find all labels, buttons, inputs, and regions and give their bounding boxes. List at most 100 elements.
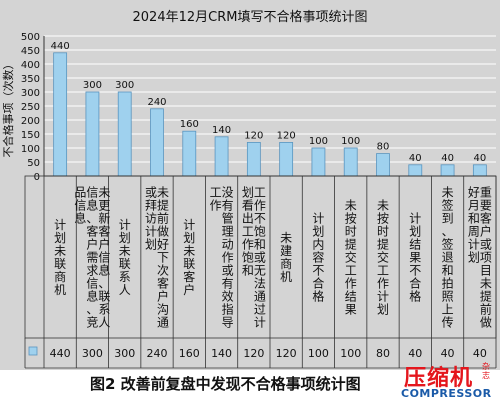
category-label-char: 信 xyxy=(86,186,98,200)
category-label-char: 商 xyxy=(280,256,292,271)
category-label-char: 提 xyxy=(377,237,389,252)
category-label-char: 拍 xyxy=(442,276,454,291)
category-label-char: 目 xyxy=(480,264,492,278)
category-label-char: 通 xyxy=(254,290,266,304)
category-label-char: 作 xyxy=(345,277,357,291)
category-label-char: 工 xyxy=(377,264,389,278)
category-label-char: 未 xyxy=(183,244,195,258)
category-label-char: 客 xyxy=(98,224,110,239)
category-label-char: 计 xyxy=(254,316,266,330)
category-label-char: 未 xyxy=(480,277,492,291)
category-label-char: 、 xyxy=(86,303,98,317)
category-label-char: 户 xyxy=(183,282,195,297)
chart-background xyxy=(0,0,500,370)
category-label-char: 合 xyxy=(312,276,324,291)
category-label-char: 工 xyxy=(254,186,266,200)
category-label-char: 划 xyxy=(242,186,254,200)
y-tick-labels: 0 50 100 150 200 250 300 350 400 450 500 xyxy=(21,32,40,183)
category-label-char: 时 xyxy=(377,225,389,239)
data-label: 80 xyxy=(377,142,390,153)
category-label-char: 重 xyxy=(480,186,492,200)
category-label-char: 果 xyxy=(345,303,357,317)
category-label-char: 有 xyxy=(222,199,234,213)
category-label-char: 次 xyxy=(157,264,169,278)
figure-caption: 图2 改善前复盘中发现不合格事项统计图 xyxy=(90,375,361,393)
category-label-char: 结 xyxy=(345,290,357,304)
data-label: 100 xyxy=(341,136,360,147)
logo-chinese-text: 压缩机 xyxy=(404,366,474,391)
bar xyxy=(246,141,261,177)
category-label-char: 划 xyxy=(183,231,195,245)
category-label-char: 划 xyxy=(409,225,421,239)
category-label-char: 下 xyxy=(157,251,169,265)
category-label-char: 需 xyxy=(86,251,98,265)
category-label-char: 饱 xyxy=(254,224,266,239)
category-label-char: 计 xyxy=(312,212,324,226)
y-tick-label: 500 xyxy=(21,32,40,43)
y-tick-label: 450 xyxy=(21,46,40,57)
logo-english-text: COMPRESSOR xyxy=(401,387,492,400)
category-label-char: 计 xyxy=(468,238,480,252)
category-label-char: 未 xyxy=(119,244,131,258)
category-label-char: 访 xyxy=(145,212,157,226)
table-value: 120 xyxy=(243,347,264,360)
bar xyxy=(117,91,132,177)
category-label-char: 系 xyxy=(119,270,131,284)
category-label-char: 机 xyxy=(280,270,292,284)
category-label-char: 或 xyxy=(145,186,157,200)
category-label-char: 联 xyxy=(183,257,195,271)
category-label-char: 客 xyxy=(86,224,98,239)
category-label-char: 商 xyxy=(54,269,66,284)
category-label-char: 息 xyxy=(98,263,110,278)
category-label-char: 联 xyxy=(54,257,66,271)
category-label-char: 签 xyxy=(442,198,454,213)
bar xyxy=(182,130,197,177)
category-label-char: 没 xyxy=(222,185,234,200)
category-label-char: 未 xyxy=(98,186,110,200)
category-label-char: 划 xyxy=(145,238,157,252)
category-label-char: 有 xyxy=(222,277,234,291)
category-label-char: 提 xyxy=(157,198,169,213)
table-value: 120 xyxy=(276,347,297,360)
category-label-char: 结 xyxy=(409,238,421,252)
table-value: 140 xyxy=(211,347,232,360)
category-label-char: 沟 xyxy=(157,303,169,317)
category-label-char: 系 xyxy=(98,303,110,317)
y-tick-label: 0 xyxy=(34,172,40,183)
category-label-char: 未 xyxy=(345,199,357,213)
category-label-char: 工 xyxy=(345,264,357,278)
bar xyxy=(150,108,164,177)
bar xyxy=(343,147,358,177)
category-label-char: 时 xyxy=(345,225,357,239)
category-label-char: 提 xyxy=(345,237,357,252)
data-label: 160 xyxy=(180,119,199,130)
y-tick-label: 300 xyxy=(21,88,40,99)
bar xyxy=(440,164,455,177)
category-label-char: 人 xyxy=(98,316,110,330)
category-label-char: 饱 xyxy=(242,250,254,265)
category-label-char: 未 xyxy=(157,186,169,200)
table-value: 100 xyxy=(308,347,329,360)
category-label-char: 和 xyxy=(254,238,266,252)
category-label-char: 到 xyxy=(442,212,454,226)
y-tick-label: 200 xyxy=(21,116,40,127)
table-value: 40 xyxy=(473,347,487,360)
category-label-char: 项 xyxy=(480,251,492,265)
bars xyxy=(53,52,487,177)
data-label: 40 xyxy=(409,153,422,164)
category-label-char: 作 xyxy=(377,277,389,291)
category-label-char: 前 xyxy=(480,302,492,317)
category-label-char: 人 xyxy=(119,283,131,297)
category-label-char: 或 xyxy=(480,238,492,252)
category-label-char: 联 xyxy=(98,290,110,304)
category-label-char: 拜 xyxy=(145,199,157,213)
category-label-char: 品 xyxy=(74,186,86,200)
table-value: 100 xyxy=(340,347,361,360)
y-tick-label: 400 xyxy=(21,60,40,71)
table-value: 40 xyxy=(441,347,455,360)
category-label-char: 或 xyxy=(254,251,266,265)
category-label-char: 客 xyxy=(157,276,169,291)
category-label-char: 信 xyxy=(86,277,98,291)
